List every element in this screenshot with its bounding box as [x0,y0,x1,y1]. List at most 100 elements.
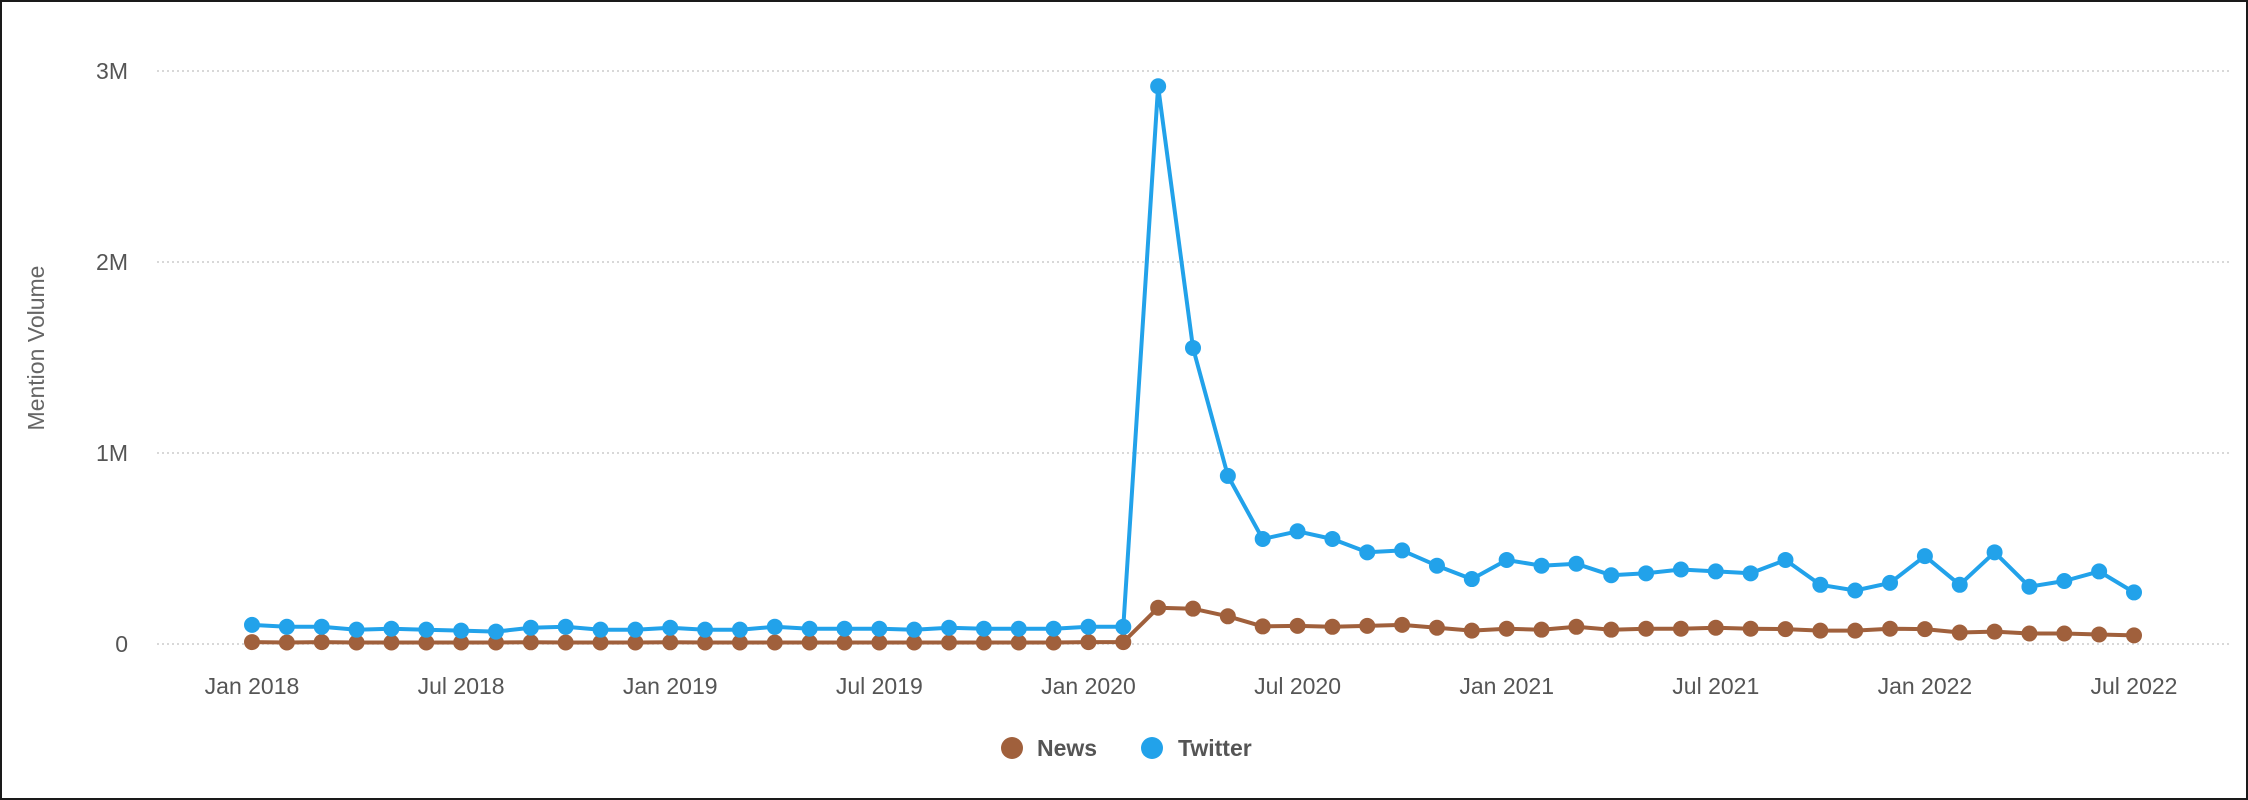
data-point-news[interactable] [2056,625,2073,642]
data-point-twitter[interactable] [383,620,400,637]
data-point-twitter[interactable] [662,619,679,636]
data-point-news[interactable] [1882,620,1899,637]
data-point-twitter[interactable] [1986,544,2003,561]
data-point-twitter[interactable] [1359,544,1376,561]
data-point-twitter[interactable] [522,619,539,636]
legend-item-news[interactable]: News [1001,735,1097,761]
data-point-news[interactable] [348,634,365,651]
data-point-twitter[interactable] [627,621,644,638]
data-point-news[interactable] [662,634,679,651]
data-point-news[interactable] [1289,617,1306,634]
data-point-twitter[interactable] [1742,565,1759,582]
data-point-twitter[interactable] [1672,561,1689,578]
data-point-news[interactable] [836,634,853,651]
data-point-twitter[interactable] [1707,563,1724,580]
data-point-twitter[interactable] [1185,339,1201,356]
data-point-twitter[interactable] [2021,578,2038,595]
data-point-twitter[interactable] [801,620,818,637]
data-point-twitter[interactable] [1847,582,1864,599]
data-point-news[interactable] [592,634,609,651]
data-point-twitter[interactable] [1498,551,1515,568]
data-point-news[interactable] [906,634,923,651]
data-point-twitter[interactable] [1951,576,1968,593]
data-point-news[interactable] [2126,627,2142,644]
data-point-news[interactable] [1185,600,1201,617]
data-point-news[interactable] [453,634,470,651]
data-point-twitter[interactable] [2056,572,2073,589]
data-point-twitter[interactable] [487,623,504,640]
data-point-news[interactable] [801,634,818,651]
data-point-news[interactable] [871,634,888,651]
data-point-twitter[interactable] [1080,618,1097,635]
data-point-twitter[interactable] [906,621,923,638]
data-point-twitter[interactable] [766,618,783,635]
data-point-twitter[interactable] [1568,555,1585,572]
data-point-news[interactable] [278,634,295,651]
data-point-twitter[interactable] [1289,523,1306,540]
data-point-twitter[interactable] [1428,557,1445,574]
data-point-news[interactable] [941,634,958,651]
data-point-twitter[interactable] [941,619,958,636]
data-point-news[interactable] [1568,618,1585,635]
data-point-twitter[interactable] [453,622,470,639]
data-point-news[interactable] [1010,634,1027,651]
data-point-news[interactable] [1603,621,1620,638]
data-point-twitter[interactable] [836,620,853,637]
data-point-news[interactable] [1150,599,1167,616]
legend-item-twitter[interactable]: Twitter [1141,735,1252,761]
data-point-twitter[interactable] [1115,618,1132,635]
data-point-twitter[interactable] [1882,574,1899,591]
data-point-twitter[interactable] [1812,576,1829,593]
data-point-twitter[interactable] [1777,551,1794,568]
data-point-news[interactable] [1916,621,1933,638]
data-point-news[interactable] [1428,619,1445,636]
data-point-news[interactable] [1498,620,1515,637]
data-point-news[interactable] [975,634,992,651]
data-point-news[interactable] [1951,624,1968,641]
data-point-twitter[interactable] [1394,542,1411,559]
data-point-news[interactable] [731,634,748,651]
data-point-news[interactable] [1394,616,1411,633]
data-point-twitter[interactable] [348,621,365,638]
data-point-twitter[interactable] [1254,530,1271,547]
data-point-news[interactable] [313,634,330,651]
data-point-news[interactable] [383,634,400,651]
data-point-news[interactable] [1847,622,1864,639]
data-point-news[interactable] [627,634,644,651]
data-point-twitter[interactable] [871,620,888,637]
data-point-twitter[interactable] [2091,563,2108,580]
data-point-twitter[interactable] [418,621,435,638]
data-point-news[interactable] [1219,608,1236,625]
data-point-twitter[interactable] [731,621,748,638]
data-point-news[interactable] [1254,618,1271,635]
data-point-twitter[interactable] [1638,565,1655,582]
data-point-twitter[interactable] [1324,530,1341,547]
data-point-news[interactable] [1533,621,1550,638]
data-point-twitter[interactable] [697,621,714,638]
data-point-twitter[interactable] [1533,557,1550,574]
data-point-twitter[interactable] [2126,584,2142,601]
data-point-news[interactable] [1742,620,1759,637]
data-point-news[interactable] [1359,617,1376,634]
data-point-news[interactable] [1777,621,1794,638]
data-point-twitter[interactable] [1916,548,1933,565]
data-point-twitter[interactable] [244,616,260,633]
data-point-news[interactable] [1463,622,1480,639]
data-point-news[interactable] [766,634,783,651]
data-point-twitter[interactable] [313,618,330,635]
data-point-twitter[interactable] [557,618,574,635]
data-point-twitter[interactable] [1150,78,1167,95]
data-point-twitter[interactable] [592,621,609,638]
data-point-twitter[interactable] [1463,571,1480,588]
data-point-news[interactable] [1672,620,1689,637]
data-point-news[interactable] [557,634,574,651]
data-point-twitter[interactable] [1603,567,1620,584]
data-point-news[interactable] [2091,626,2108,643]
data-point-news[interactable] [522,634,539,651]
data-point-news[interactable] [1707,619,1724,636]
data-point-twitter[interactable] [1010,620,1027,637]
data-point-news[interactable] [1324,618,1341,635]
data-point-news[interactable] [1812,622,1829,639]
data-point-news[interactable] [1986,623,2003,640]
data-point-news[interactable] [1045,634,1062,651]
